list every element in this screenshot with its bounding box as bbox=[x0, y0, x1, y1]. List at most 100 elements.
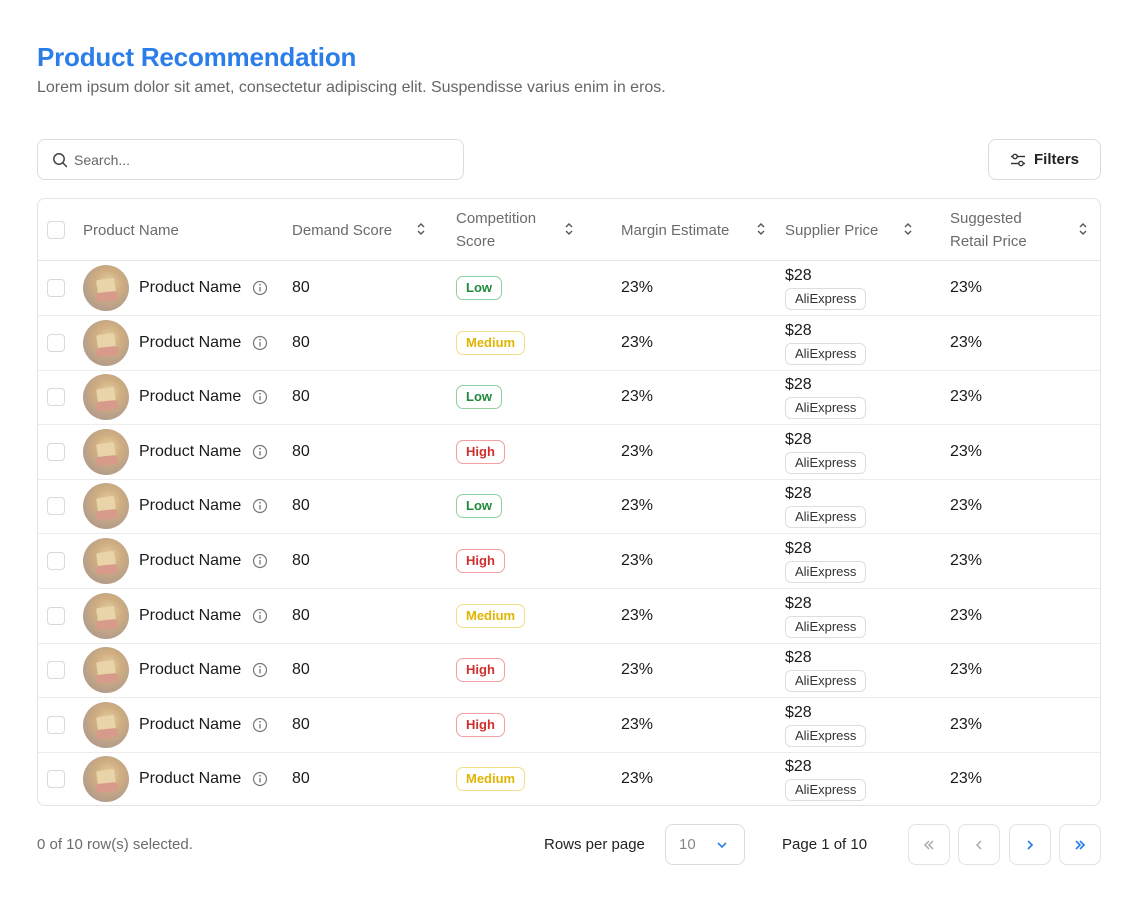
table-row[interactable]: Product Name 80 Low 23% $28 AliExpress 23% bbox=[38, 370, 1100, 426]
margin-estimate: 23% bbox=[621, 661, 654, 679]
info-icon[interactable] bbox=[252, 335, 268, 351]
sort-icon[interactable] bbox=[563, 221, 575, 237]
supplier-price: $28 bbox=[785, 376, 812, 394]
suggested-retail-price: 23% bbox=[950, 715, 983, 733]
suggested-retail-price: 23% bbox=[950, 333, 983, 351]
row-checkbox[interactable] bbox=[47, 552, 65, 570]
competition-badge: Medium bbox=[456, 767, 526, 792]
product-thumbnail bbox=[83, 374, 129, 421]
sort-icon[interactable] bbox=[415, 221, 427, 237]
supplier-badge: AliExpress bbox=[785, 506, 867, 529]
table-row[interactable]: Product Name 80 Medium 23% $28 AliExpress 23% bbox=[38, 589, 1100, 644]
rows-per-page-label: Rows per page bbox=[544, 836, 645, 853]
row-checkbox[interactable] bbox=[47, 606, 65, 625]
filters-button[interactable]: Filters bbox=[988, 139, 1101, 180]
rows-per-page-value: 10 bbox=[679, 836, 696, 853]
supplier-price: $28 bbox=[785, 321, 812, 339]
row-checkbox[interactable] bbox=[47, 388, 65, 407]
sort-icon[interactable] bbox=[902, 221, 914, 237]
product-name: Product Name bbox=[139, 279, 242, 296]
selection-status: 0 of 10 row(s) selected. bbox=[37, 836, 193, 853]
supplier-price: $28 bbox=[785, 540, 812, 557]
table-row[interactable]: Product Name 80 Low 23% $28 AliExpress 23% bbox=[38, 261, 1100, 316]
chevrons-left-icon bbox=[923, 839, 934, 850]
sort-icon[interactable] bbox=[1077, 221, 1089, 237]
filters-label: Filters bbox=[1033, 151, 1079, 168]
competition-badge: High bbox=[456, 439, 505, 464]
product-name: Product Name bbox=[139, 606, 242, 624]
first-page-button[interactable] bbox=[908, 824, 950, 865]
info-icon[interactable] bbox=[252, 444, 268, 460]
competition-badge: Low bbox=[456, 494, 502, 519]
info-icon[interactable] bbox=[252, 280, 268, 296]
product-name: Product Name bbox=[139, 661, 242, 679]
competition-badge: High bbox=[456, 658, 505, 683]
product-table: Product Name Demand Score Competition Sc… bbox=[37, 198, 1101, 806]
supplier-badge: AliExpress bbox=[785, 561, 867, 583]
row-checkbox[interactable] bbox=[47, 770, 65, 789]
margin-estimate: 23% bbox=[621, 442, 654, 460]
info-icon[interactable] bbox=[252, 389, 268, 405]
product-thumbnail bbox=[83, 319, 129, 366]
table-row[interactable]: Product Name 80 High 23% $28 AliExpress 23% bbox=[38, 698, 1100, 753]
info-icon[interactable] bbox=[252, 608, 268, 624]
row-checkbox[interactable] bbox=[47, 442, 65, 461]
chevron-right-icon bbox=[1027, 839, 1034, 850]
supplier-badge: AliExpress bbox=[785, 342, 867, 365]
competition-badge: High bbox=[456, 712, 505, 737]
previous-page-button[interactable] bbox=[958, 824, 1000, 865]
product-thumbnail bbox=[83, 592, 129, 639]
table-row[interactable]: Product Name 80 Medium 23% $28 AliExpress 23% bbox=[38, 316, 1100, 371]
table-row[interactable]: Product Name 80 High 23% $28 AliExpress 23% bbox=[38, 643, 1100, 699]
info-icon[interactable] bbox=[252, 771, 268, 787]
last-page-button[interactable] bbox=[1059, 824, 1101, 865]
supplier-badge: AliExpress bbox=[785, 670, 867, 693]
table-row[interactable]: Product Name 80 Low 23% $28 AliExpress 23% bbox=[38, 479, 1100, 535]
table-row[interactable]: Product Name 80 High 23% $28 AliExpress 23% bbox=[38, 534, 1100, 589]
table-row[interactable]: Product Name 80 High 23% $28 AliExpress 23% bbox=[38, 425, 1100, 480]
search-box[interactable] bbox=[37, 139, 464, 180]
product-thumbnail bbox=[83, 265, 129, 311]
chevron-left-icon bbox=[975, 839, 982, 850]
row-checkbox[interactable] bbox=[47, 333, 65, 352]
margin-estimate: 23% bbox=[621, 606, 654, 624]
info-icon[interactable] bbox=[252, 662, 268, 678]
page-subtitle: Lorem ipsum dolor sit amet, consectetur … bbox=[37, 79, 666, 96]
product-thumbnail bbox=[83, 756, 129, 803]
column-header-supplier-price[interactable]: Supplier Price bbox=[785, 199, 935, 261]
demand-score: 80 bbox=[292, 333, 310, 351]
suggested-retail-price: 23% bbox=[950, 279, 983, 296]
table-row[interactable]: Product Name 80 Medium 23% $28 AliExpress 23% bbox=[38, 752, 1100, 805]
supplier-price: $28 bbox=[785, 267, 812, 284]
page-indicator: Page 1 of 10 bbox=[782, 836, 868, 853]
search-input[interactable] bbox=[74, 151, 434, 168]
row-checkbox[interactable] bbox=[47, 279, 65, 297]
rows-per-page-select[interactable]: 10 bbox=[665, 824, 745, 865]
suggested-retail-price: 23% bbox=[950, 770, 983, 788]
competition-badge: High bbox=[456, 549, 505, 573]
info-icon[interactable] bbox=[252, 717, 268, 733]
demand-score: 80 bbox=[292, 497, 310, 515]
column-header-competition-score[interactable]: Competition Score bbox=[456, 199, 606, 261]
sort-icon[interactable] bbox=[755, 221, 767, 237]
next-page-button[interactable] bbox=[1009, 824, 1051, 865]
select-all-checkbox[interactable] bbox=[47, 221, 65, 239]
row-checkbox[interactable] bbox=[47, 715, 65, 734]
column-header-demand-score[interactable]: Demand Score bbox=[292, 199, 442, 261]
product-name: Product Name bbox=[139, 442, 242, 460]
column-header-suggested-retail-price[interactable]: Suggested Retail Price bbox=[950, 199, 1095, 261]
row-checkbox[interactable] bbox=[47, 497, 65, 516]
margin-estimate: 23% bbox=[621, 279, 654, 296]
info-icon[interactable] bbox=[252, 498, 268, 514]
product-thumbnail bbox=[83, 538, 129, 584]
supplier-price: $28 bbox=[785, 703, 812, 721]
supplier-price: $28 bbox=[785, 649, 812, 667]
column-header-margin-estimate[interactable]: Margin Estimate bbox=[621, 199, 781, 261]
demand-score: 80 bbox=[292, 606, 310, 624]
supplier-badge: AliExpress bbox=[785, 724, 867, 747]
suggested-retail-price: 23% bbox=[950, 661, 983, 679]
search-icon bbox=[53, 152, 68, 167]
info-icon[interactable] bbox=[252, 553, 268, 569]
product-name: Product Name bbox=[139, 388, 242, 406]
row-checkbox[interactable] bbox=[47, 661, 65, 680]
